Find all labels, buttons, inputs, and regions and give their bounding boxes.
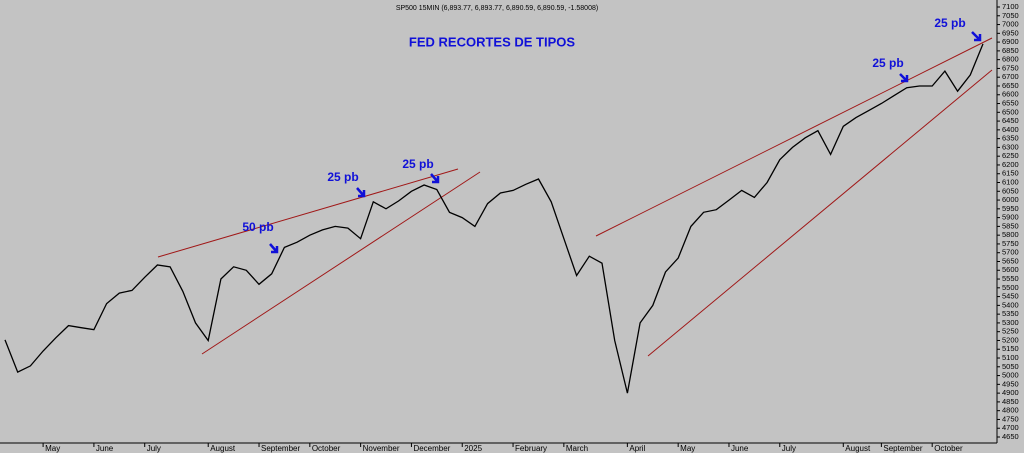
- y-tick-label: 7000: [1002, 20, 1019, 29]
- x-tick-label: April: [629, 444, 645, 453]
- y-tick-label: 4700: [1002, 423, 1019, 432]
- y-tick-label: 5850: [1002, 221, 1019, 230]
- trend-line: [201, 171, 481, 355]
- x-tick-label: December: [413, 444, 450, 453]
- x-tick-label: March: [566, 444, 588, 453]
- y-tick-label: 5750: [1002, 239, 1019, 248]
- y-tick-label: 6050: [1002, 186, 1019, 195]
- y-tick-label: 4850: [1002, 397, 1019, 406]
- chart-header: SP500 15MIN (6,893.77, 6,893.77, 6,890.5…: [396, 5, 598, 12]
- x-tick-label: July: [782, 444, 796, 453]
- y-tick-label: 6750: [1002, 63, 1019, 72]
- x-tick-label: 2025: [464, 444, 482, 453]
- trend-line: [647, 69, 993, 357]
- annotation: 25 pb: [872, 56, 903, 70]
- x-tick-label: September: [261, 444, 300, 453]
- y-tick-label: 6500: [1002, 107, 1019, 116]
- y-tick-label: 6400: [1002, 125, 1019, 134]
- y-tick-label: 5000: [1002, 371, 1019, 380]
- arrow: [899, 73, 909, 83]
- y-tick-label: 5400: [1002, 300, 1019, 309]
- y-tick-label: 5900: [1002, 213, 1019, 222]
- y-tick-label: 5450: [1002, 292, 1019, 301]
- x-tick-label: September: [883, 444, 922, 453]
- y-tick-label: 6650: [1002, 81, 1019, 90]
- y-tick-label: 4900: [1002, 388, 1019, 397]
- x-tick-label: May: [680, 444, 695, 453]
- arrow: [430, 173, 440, 184]
- y-tick-label: 6250: [1002, 151, 1019, 160]
- y-tick-label: 6350: [1002, 134, 1019, 143]
- y-tick-label: 5100: [1002, 353, 1019, 362]
- arrow: [269, 243, 279, 254]
- y-tick-label: 6450: [1002, 116, 1019, 125]
- y-tick-label: 5700: [1002, 248, 1019, 257]
- arrows: [269, 31, 982, 254]
- arrow: [971, 31, 982, 42]
- y-tick-label: 7100: [1002, 2, 1019, 11]
- y-tick-label: 6600: [1002, 90, 1019, 99]
- annotation: 50 pb: [242, 220, 273, 234]
- y-tick-label: 6300: [1002, 142, 1019, 151]
- y-tick-label: 4950: [1002, 379, 1019, 388]
- y-tick-label: 4750: [1002, 414, 1019, 423]
- y-tick-label: 6850: [1002, 46, 1019, 55]
- y-tick-label: 4650: [1002, 432, 1019, 441]
- y-tick-label: 6700: [1002, 72, 1019, 81]
- y-tick-label: 5300: [1002, 318, 1019, 327]
- arrow: [356, 187, 366, 198]
- trend-lines: [157, 37, 993, 357]
- x-tick-label: October: [312, 444, 341, 453]
- price-line: [4, 43, 984, 394]
- y-tick-label: 5500: [1002, 283, 1019, 292]
- y-tick-label: 6200: [1002, 160, 1019, 169]
- x-tick-label: May: [45, 444, 60, 453]
- y-tick-label: 6150: [1002, 169, 1019, 178]
- y-tick-label: 5350: [1002, 309, 1019, 318]
- y-tick-label: 5600: [1002, 265, 1019, 274]
- x-tick-label: October: [934, 444, 963, 453]
- y-tick-label: 6800: [1002, 55, 1019, 64]
- annotation: 25 pb: [327, 170, 358, 184]
- chart-title: FED RECORTES DE TIPOS: [409, 34, 575, 49]
- y-tick-label: 5800: [1002, 230, 1019, 239]
- y-tick-label: 5150: [1002, 344, 1019, 353]
- y-tick-label: 5650: [1002, 256, 1019, 265]
- y-tick-label: 6900: [1002, 37, 1019, 46]
- annotation: 25 pb: [934, 16, 965, 30]
- y-tick-label: 7050: [1002, 11, 1019, 20]
- y-tick-label: 5950: [1002, 204, 1019, 213]
- y-tick-label: 6000: [1002, 195, 1019, 204]
- y-tick-label: 6950: [1002, 28, 1019, 37]
- y-tick-label: 5550: [1002, 274, 1019, 283]
- x-tick-label: June: [96, 444, 114, 453]
- trend-line: [157, 168, 459, 258]
- y-tick-label: 5200: [1002, 335, 1019, 344]
- annotation: 25 pb: [402, 157, 433, 171]
- x-tick-label: August: [210, 444, 236, 453]
- x-tick-label: June: [731, 444, 749, 453]
- x-tick-label: February: [515, 444, 547, 453]
- x-tick-label: November: [363, 444, 400, 453]
- y-tick-label: 6550: [1002, 99, 1019, 108]
- y-tick-label: 4800: [1002, 406, 1019, 415]
- x-tick-label: August: [845, 444, 871, 453]
- y-tick-label: 6100: [1002, 177, 1019, 186]
- y-tick-label: 5050: [1002, 362, 1019, 371]
- x-tick-label: July: [147, 444, 161, 453]
- trend-line: [595, 37, 993, 237]
- y-tick-label: 5250: [1002, 327, 1019, 336]
